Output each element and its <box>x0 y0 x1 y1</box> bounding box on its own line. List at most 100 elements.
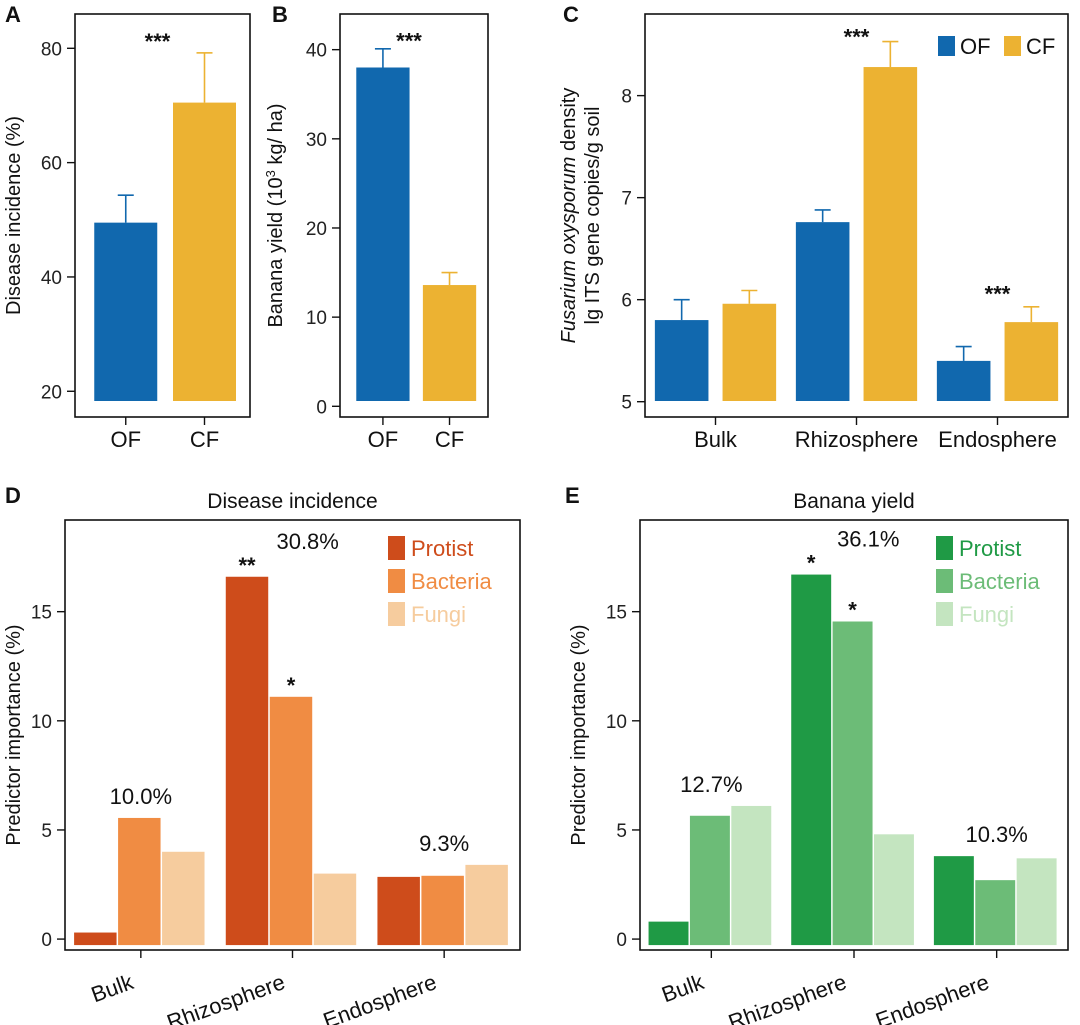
y-tick-label: 60 <box>41 154 62 175</box>
y-tick-label: 10 <box>606 712 627 733</box>
bar-D-Fungi-Endosphere <box>465 864 508 946</box>
group-percent-label: 30.8% <box>276 529 338 554</box>
bar-B-OF <box>356 67 410 401</box>
bar-E-Protist-Endosphere <box>933 856 974 946</box>
bar-E-Bacteria-Bulk <box>689 815 730 946</box>
group-percent-label: 36.1% <box>837 527 899 552</box>
y-axis-title-part: Predictor importance (%) <box>568 624 590 845</box>
bar-C-OF-Rhizosphere <box>795 222 850 401</box>
y-axis-title-superscript: 3 <box>263 170 278 177</box>
y-tick-label: 8 <box>621 87 632 108</box>
y-axis-title-part: lg ITS gene copies/g soil <box>582 107 604 325</box>
y-tick-label: 6 <box>621 291 632 312</box>
x-category-label: CF <box>435 427 464 452</box>
y-axis-title-part: Banana yield (10 <box>265 177 287 327</box>
panel-label-C: C <box>563 2 579 27</box>
bar-E-Fungi-Bulk <box>731 805 772 946</box>
y-tick-label: 20 <box>306 219 327 240</box>
bar-C-OF-Endosphere <box>936 360 991 401</box>
bar-E-Protist-Bulk <box>648 921 689 946</box>
bar-D-Bacteria-Rhizosphere <box>269 696 313 946</box>
y-tick-label: 0 <box>316 397 327 418</box>
y-axis-title-part: density <box>558 88 580 157</box>
y-axis-title-part: Disease incidence (%) <box>3 116 25 315</box>
significance-mark: ** <box>238 553 256 578</box>
y-tick-label: 10 <box>306 308 327 329</box>
y-tick-label: 40 <box>306 41 327 62</box>
panel-title-D: Disease incidence <box>207 490 377 513</box>
x-category-label: OF <box>110 427 141 452</box>
bar-D-Bacteria-Bulk <box>118 817 161 946</box>
bar-E-Protist-Rhizosphere <box>791 574 832 946</box>
y-tick-label: 5 <box>41 821 52 842</box>
bar-A-OF <box>94 222 158 401</box>
y-tick-label: 5 <box>616 821 627 842</box>
legend-label-Bacteria: Bacteria <box>411 569 492 594</box>
panel-title-E: Banana yield <box>793 490 914 513</box>
bar-D-Protist-Bulk <box>74 932 117 946</box>
panel-label-D: D <box>5 483 21 508</box>
bar-D-Protist-Endosphere <box>377 876 420 946</box>
group-percent-label: 9.3% <box>419 831 469 856</box>
legend-label-OF: OF <box>960 34 991 59</box>
bar-D-Fungi-Bulk <box>162 851 205 946</box>
y-axis-title-part: Predictor importance (%) <box>3 624 25 845</box>
bar-A-CF <box>173 102 236 401</box>
y-axis-title-A: Disease incidence (%) <box>3 116 25 315</box>
x-category-label: Rhizosphere <box>164 969 289 1025</box>
legend-label-CF: CF <box>1026 34 1055 59</box>
bar-C-CF-Bulk <box>722 303 777 401</box>
y-axis-title-D: Predictor importance (%) <box>3 624 25 845</box>
y-tick-label: 30 <box>306 130 327 151</box>
significance-mark: * <box>807 551 816 576</box>
y-axis-title-B: Banana yield (103 kg/ ha) <box>263 103 288 327</box>
significance-mark: *** <box>985 281 1011 306</box>
x-category-label: CF <box>190 427 219 452</box>
y-axis-title-italic: Fusarium oxysporum <box>558 157 580 344</box>
panel-B-frame <box>339 13 489 418</box>
x-category-label: Bulk <box>694 427 738 452</box>
y-tick-label: 0 <box>41 930 52 951</box>
x-category-label: Bulk <box>88 969 138 1007</box>
group-percent-label: 10.3% <box>965 822 1027 847</box>
y-tick-label: 80 <box>41 39 62 60</box>
significance-mark: *** <box>145 29 171 54</box>
legend-swatch-Protist <box>388 536 405 560</box>
bar-E-Bacteria-Endosphere <box>975 880 1016 946</box>
y-axis-title-part: kg/ ha) <box>265 103 287 170</box>
panel-label-B: B <box>272 2 288 27</box>
legend-swatch-OF <box>938 36 955 56</box>
x-category-label: Endosphere <box>320 969 440 1025</box>
bar-E-Fungi-Endosphere <box>1016 858 1057 946</box>
bar-D-Fungi-Rhizosphere <box>313 873 357 946</box>
significance-mark: * <box>848 597 857 622</box>
group-percent-label: 10.0% <box>110 784 172 809</box>
legend-swatch-Fungi <box>388 602 405 626</box>
significance-mark: *** <box>844 24 870 49</box>
legend-swatch-Bacteria <box>388 569 405 593</box>
x-category-label: Endosphere <box>938 427 1057 452</box>
bar-C-CF-Endosphere <box>1004 322 1059 401</box>
legend-label-Bacteria: Bacteria <box>959 569 1040 594</box>
significance-mark: *** <box>396 28 422 53</box>
bar-D-Bacteria-Endosphere <box>421 875 464 946</box>
legend-swatch-CF <box>1004 36 1021 56</box>
y-axis-title-E: Predictor importance (%) <box>568 624 590 845</box>
panel-A-frame <box>74 13 251 418</box>
bar-D-Protist-Rhizosphere <box>225 576 269 946</box>
bar-E-Bacteria-Rhizosphere <box>832 621 873 946</box>
legend-label-Protist: Protist <box>411 536 473 561</box>
y-tick-label: 40 <box>41 268 62 289</box>
x-category-label: Bulk <box>658 969 708 1007</box>
bar-B-CF <box>422 285 477 401</box>
panel-label-E: E <box>565 483 580 508</box>
legend-swatch-Bacteria <box>936 569 953 593</box>
panel-label-A: A <box>5 2 21 27</box>
x-category-label: Rhizosphere <box>725 969 850 1025</box>
legend-swatch-Fungi <box>936 602 953 626</box>
y-axis-title-C-line1: Fusarium oxysporum density <box>558 88 580 344</box>
legend-label-Protist: Protist <box>959 536 1021 561</box>
x-category-label: Endosphere <box>872 969 992 1025</box>
significance-mark: * <box>287 673 296 698</box>
